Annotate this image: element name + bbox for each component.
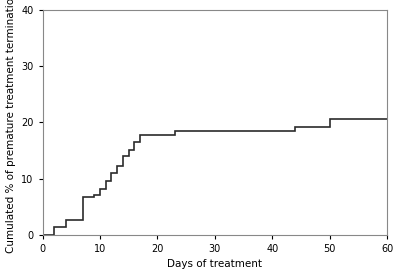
Y-axis label: Cumulated % of premature treatment termination: Cumulated % of premature treatment termi… xyxy=(6,0,16,253)
X-axis label: Days of treatment: Days of treatment xyxy=(168,259,263,270)
